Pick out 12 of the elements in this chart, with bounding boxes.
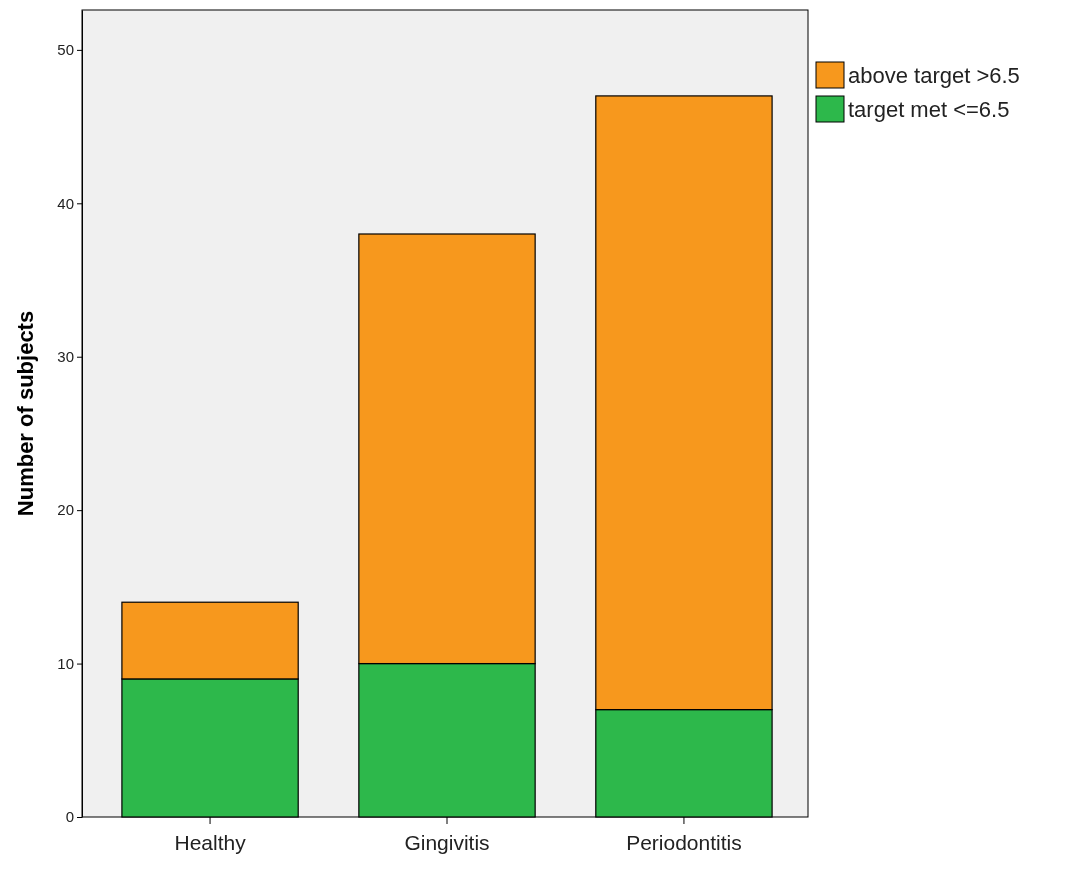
legend-label: above target >6.5 bbox=[848, 63, 1020, 88]
y-tick-label: 20 bbox=[57, 501, 74, 519]
y-tick-label: 10 bbox=[57, 654, 74, 672]
x-tick-label: Periodontitis bbox=[626, 831, 742, 855]
y-tick-label: 50 bbox=[57, 41, 74, 59]
legend-label: target met <=6.5 bbox=[848, 97, 1010, 122]
y-tick-label: 0 bbox=[65, 808, 74, 826]
x-tick-label: Gingivitis bbox=[404, 831, 490, 855]
y-axis-title: Number of subjects bbox=[13, 310, 38, 517]
y-tick-label: 30 bbox=[57, 348, 74, 366]
x-tick-label: Healthy bbox=[174, 831, 247, 855]
y-tick-label: 40 bbox=[57, 194, 74, 212]
